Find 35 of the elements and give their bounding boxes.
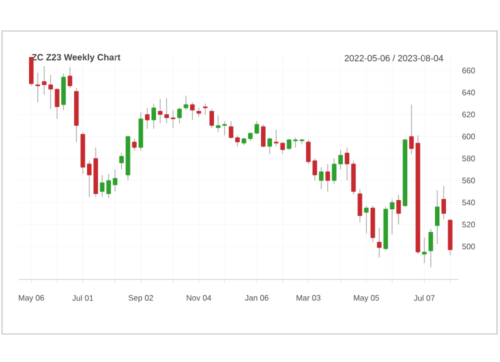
candlestick [422, 237, 427, 264]
candlestick [100, 174, 104, 198]
candlestick [364, 205, 369, 234]
candlestick [132, 138, 137, 152]
candlestick [306, 139, 311, 164]
candlestick [358, 188, 362, 223]
candlestick [68, 66, 72, 88]
candlestick [87, 160, 92, 198]
candlestick [390, 198, 394, 235]
candlestick [145, 108, 150, 130]
candlestick [203, 103, 208, 115]
candlestick [177, 108, 182, 124]
candlestick [151, 103, 156, 130]
candlestick [325, 164, 330, 192]
candlestick [254, 120, 260, 135]
candlestick [42, 66, 46, 96]
candlestick [184, 95, 188, 110]
candlestick [158, 98, 162, 124]
candlestick [428, 228, 434, 268]
candlestick [280, 142, 285, 154]
candlestick [209, 108, 214, 128]
candlestick [35, 72, 40, 103]
candlestick [222, 120, 227, 136]
chart-subtitle: 2022-05-06 / 2023-08-04 [344, 54, 444, 62]
candlestick [318, 166, 324, 190]
candlestick [441, 186, 446, 220]
candlestick [312, 158, 318, 181]
candlestick [434, 190, 440, 245]
candlestick [396, 194, 401, 225]
candlestick [260, 124, 266, 148]
candlestick [190, 102, 195, 120]
candlestick [274, 130, 278, 147]
candlestick [267, 137, 272, 154]
candlestick [376, 227, 382, 258]
candlestick [216, 115, 220, 132]
